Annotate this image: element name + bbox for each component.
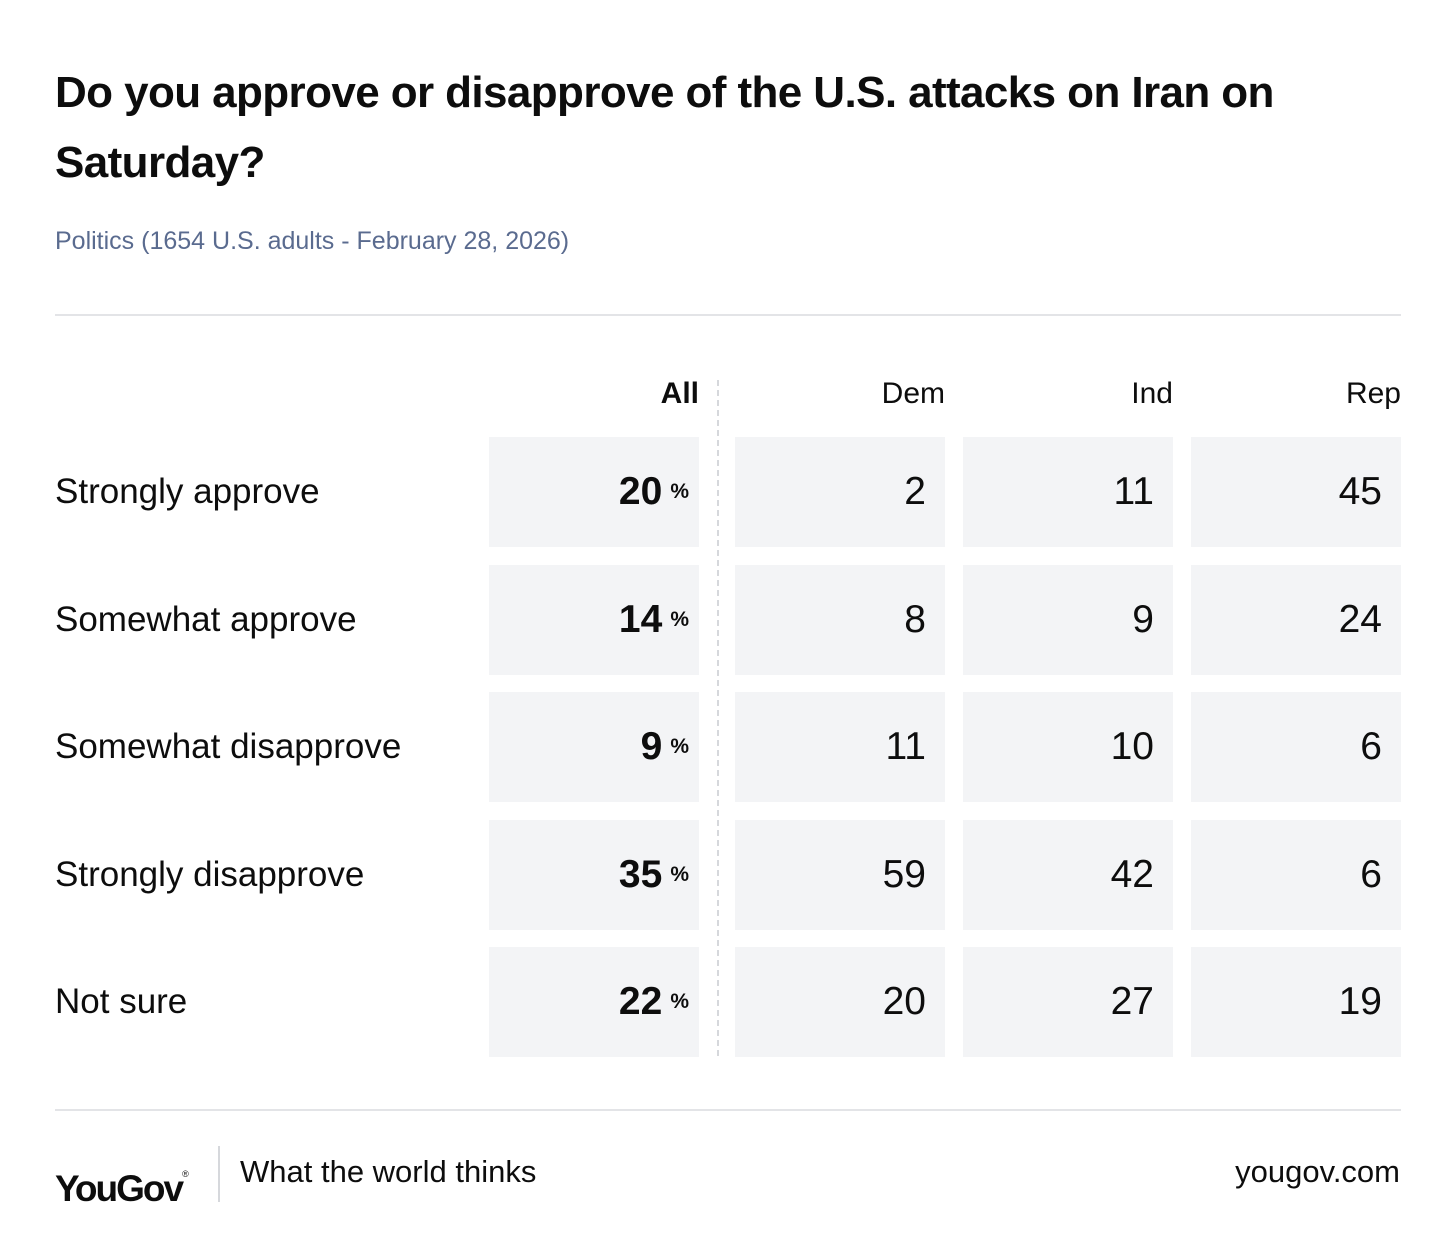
cell-ind: 9 <box>963 565 1173 675</box>
cell-rep: 19 <box>1191 947 1401 1057</box>
logo-registered-mark: ® <box>182 1169 189 1179</box>
cell-dem: 59 <box>735 820 945 930</box>
cell-ind: 42 <box>963 820 1173 930</box>
cell-value: 35 <box>618 853 663 896</box>
cell-value: 9 <box>640 725 663 768</box>
column-header-rep: Rep <box>1345 377 1401 410</box>
footer-site-link[interactable]: yougov.com <box>1235 1154 1400 1189</box>
row-label: Somewhat disapprove <box>55 727 402 766</box>
cell-value: 6 <box>1360 725 1382 768</box>
logo-text: YouGov <box>55 1168 184 1209</box>
cell-all: 14% <box>489 565 699 675</box>
chart-title: Do you approve or disapprove of the U.S.… <box>55 68 1274 187</box>
cell-all: 35% <box>489 820 699 930</box>
cell-dem: 2 <box>735 437 945 547</box>
column-header-all: All <box>660 377 699 410</box>
cell-all: 20% <box>489 437 699 547</box>
cell-value: 20 <box>882 980 926 1023</box>
footer-tagline: What the world thinks <box>240 1154 537 1189</box>
cell-value: 11 <box>1113 470 1155 513</box>
cell-value: 9 <box>1132 598 1154 641</box>
cell-ind: 10 <box>963 692 1173 802</box>
cell-all: 9% <box>489 692 699 802</box>
chart-subtitle: Politics (1654 U.S. adults - February 28… <box>55 227 570 255</box>
percent-sign: % <box>670 608 689 631</box>
row-label: Somewhat approve <box>55 600 357 639</box>
cell-value: 20 <box>618 470 663 513</box>
percent-sign: % <box>670 990 689 1013</box>
cell-value: 42 <box>1110 853 1154 896</box>
cell-value: 8 <box>904 598 926 641</box>
column-header-dem: Dem <box>881 377 945 410</box>
cell-value: 6 <box>1360 853 1382 896</box>
cell-dem: 20 <box>735 947 945 1057</box>
cell-value: 22 <box>618 980 663 1023</box>
cell-value: 2 <box>904 470 926 513</box>
cell-dem: 11 <box>735 692 945 802</box>
cell-all: 22% <box>489 947 699 1057</box>
cell-rep: 45 <box>1191 437 1401 547</box>
cell-value: 45 <box>1338 470 1382 513</box>
footer-separator <box>218 1146 220 1202</box>
percent-sign: % <box>670 480 689 503</box>
cell-value: 14 <box>618 598 663 641</box>
cell-rep: 24 <box>1191 565 1401 675</box>
cell-value: 59 <box>882 853 926 896</box>
row-label: Strongly disapprove <box>55 855 365 894</box>
percent-sign: % <box>670 735 689 758</box>
cell-value: 24 <box>1338 598 1382 641</box>
cell-ind: 11 <box>963 437 1173 547</box>
cell-rep: 6 <box>1191 692 1401 802</box>
percent-sign: % <box>670 863 689 886</box>
row-label: Strongly approve <box>55 472 320 511</box>
cell-value: 19 <box>1338 980 1382 1023</box>
top-divider <box>55 314 1401 316</box>
bottom-divider <box>55 1109 1401 1111</box>
all-column-divider <box>717 380 719 1056</box>
row-label: Not sure <box>55 982 188 1021</box>
cell-ind: 27 <box>963 947 1173 1057</box>
column-header-ind: Ind <box>1131 377 1173 410</box>
cell-value: 10 <box>1110 725 1154 768</box>
yougov-logo: YouGov® <box>55 1150 189 1213</box>
cell-value: 11 <box>885 725 927 768</box>
cell-dem: 8 <box>735 565 945 675</box>
cell-rep: 6 <box>1191 820 1401 930</box>
cell-value: 27 <box>1110 980 1154 1023</box>
